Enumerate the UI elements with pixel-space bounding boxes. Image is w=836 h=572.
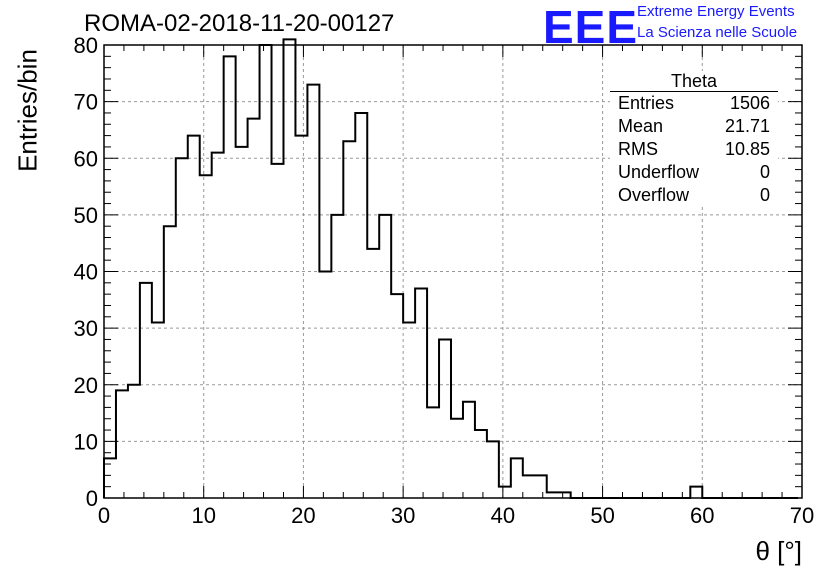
x-tick-label: 30 bbox=[391, 503, 415, 528]
y-tick-label: 40 bbox=[74, 260, 98, 285]
histogram-bin bbox=[415, 288, 427, 498]
stats-label: RMS bbox=[618, 139, 658, 159]
x-tick-label: 40 bbox=[491, 503, 515, 528]
stats-value: 0 bbox=[759, 162, 770, 182]
histogram-bin bbox=[523, 475, 535, 498]
histogram-bin bbox=[475, 430, 487, 498]
grid bbox=[104, 45, 802, 498]
histogram-bin bbox=[511, 458, 523, 498]
histogram-bin bbox=[535, 475, 547, 498]
y-tick-label: 30 bbox=[74, 316, 98, 341]
x-axis-label: θ [°] bbox=[755, 536, 802, 566]
histogram-bin bbox=[331, 215, 343, 498]
histogram-bin bbox=[367, 249, 379, 498]
histogram-bin bbox=[295, 136, 307, 498]
histogram-bin bbox=[224, 56, 236, 498]
histogram-bin bbox=[499, 487, 511, 498]
y-axis-ticks: 0 10 20 30 40 50 60 70 80 bbox=[74, 33, 802, 511]
logo-text-line-2: La Scienza nelle Scuole bbox=[637, 24, 798, 41]
y-tick-label: 70 bbox=[74, 90, 98, 115]
stats-row-underflow: Underflow 0 bbox=[610, 161, 778, 184]
stats-row-entries: Entries 1506 bbox=[610, 92, 778, 115]
y-tick-label: 60 bbox=[74, 146, 98, 171]
x-tick-label: 10 bbox=[191, 503, 215, 528]
stats-label: Overflow bbox=[618, 185, 690, 205]
histogram-bin bbox=[391, 294, 403, 498]
histogram-bin bbox=[140, 283, 152, 498]
x-axis-ticks: 0 10 20 30 40 50 60 70 bbox=[98, 45, 814, 528]
histogram-bin bbox=[116, 390, 128, 498]
stats-label: Entries bbox=[618, 93, 675, 113]
stats-value: 21.71 bbox=[724, 116, 770, 136]
y-tick-label: 0 bbox=[86, 486, 98, 511]
y-tick-label: 10 bbox=[74, 429, 98, 454]
stats-box: Theta Entries 1506 Mean 21.71 RMS 10.85 … bbox=[610, 71, 778, 207]
y-tick-label: 20 bbox=[74, 373, 98, 398]
histogram-bin bbox=[188, 136, 200, 498]
stats-row-rms: RMS 10.85 bbox=[610, 138, 778, 161]
histogram-bin bbox=[307, 85, 319, 498]
histogram-bin bbox=[427, 407, 439, 498]
stats-label: Underflow bbox=[618, 162, 700, 182]
stats-label: Mean bbox=[618, 116, 664, 136]
y-tick-label: 50 bbox=[74, 203, 98, 228]
y-tick-label: 80 bbox=[74, 33, 98, 58]
histogram-bin bbox=[690, 487, 702, 498]
stats-title: Theta bbox=[610, 71, 778, 92]
histogram-bin bbox=[487, 441, 499, 498]
y-axis-label: Entries/bin bbox=[12, 49, 43, 172]
x-tick-label: 70 bbox=[790, 503, 814, 528]
stats-value: 0 bbox=[759, 185, 770, 205]
histogram-bin bbox=[236, 147, 248, 498]
logo-text-line-1: Extreme Energy Events bbox=[637, 3, 795, 20]
histogram-bin bbox=[463, 402, 475, 498]
histogram-bin bbox=[403, 322, 415, 498]
histogram-bin bbox=[152, 322, 164, 498]
x-tick-label: 60 bbox=[690, 503, 714, 528]
histogram-bin bbox=[212, 153, 224, 498]
stats-row-overflow: Overflow 0 bbox=[610, 184, 778, 207]
histogram-bin bbox=[343, 141, 355, 498]
histogram-bin bbox=[451, 419, 463, 498]
x-tick-label: 20 bbox=[291, 503, 315, 528]
eee-logo: EEE bbox=[543, 1, 639, 53]
histogram-bin bbox=[439, 339, 451, 498]
stats-value: 10.85 bbox=[724, 139, 770, 159]
stats-row-mean: Mean 21.71 bbox=[610, 115, 778, 138]
histogram-bin bbox=[355, 113, 367, 498]
histogram-bin bbox=[200, 175, 212, 498]
histogram-bin bbox=[164, 226, 176, 498]
x-tick-label: 50 bbox=[590, 503, 614, 528]
histogram-bin bbox=[283, 39, 295, 498]
x-tick-label: 0 bbox=[98, 503, 110, 528]
chart-title: ROMA-02-2018-11-20-00127 bbox=[84, 10, 395, 37]
histogram-bin bbox=[379, 215, 391, 498]
histogram-bin bbox=[272, 164, 284, 498]
stats-value: 1506 bbox=[729, 93, 770, 113]
